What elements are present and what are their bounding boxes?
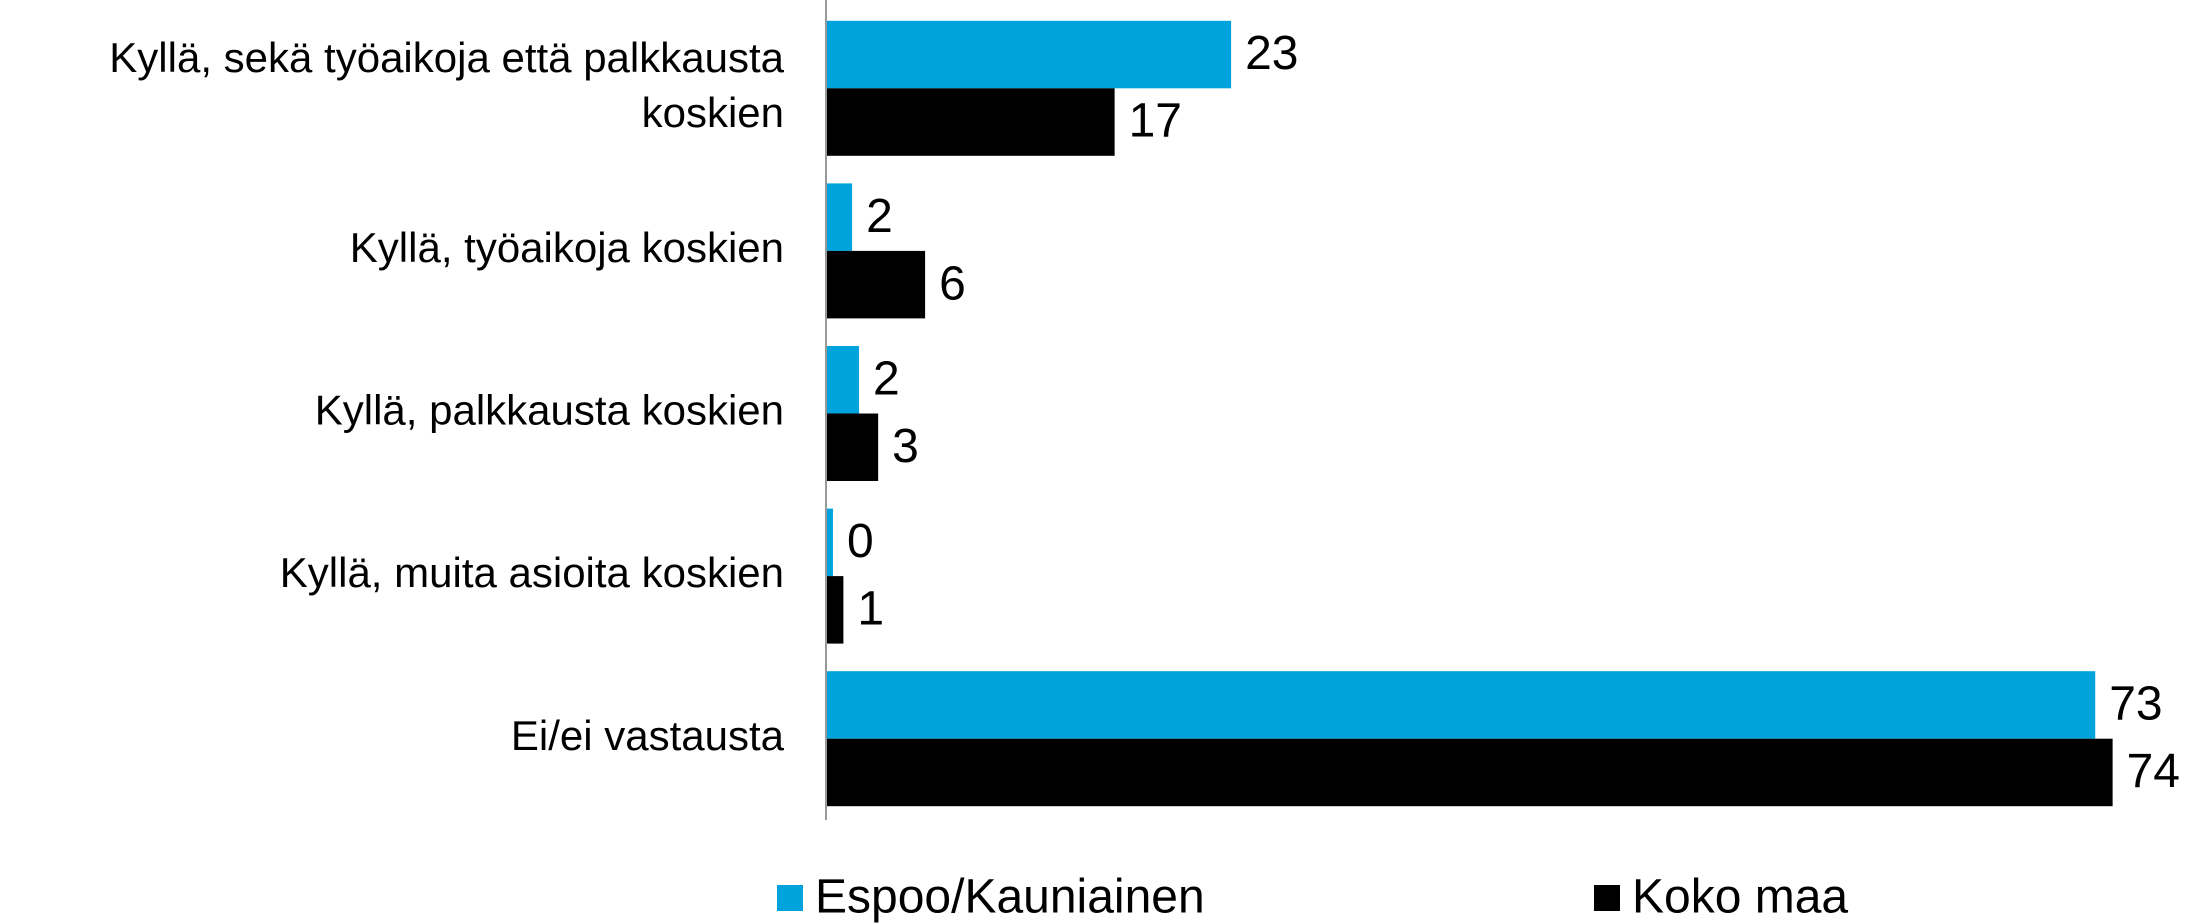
data-label: 17 <box>1129 95 1182 148</box>
y-tick-label: Kyllä, sekä työaikoja että palkkausta kos… <box>109 34 784 136</box>
bar <box>826 183 853 251</box>
data-label: 6 <box>939 257 966 310</box>
y-tick-label: Ei/ei vastausta <box>511 712 785 759</box>
data-label: 2 <box>873 352 900 405</box>
bar <box>826 576 844 644</box>
bar <box>826 250 926 319</box>
legend-swatch <box>1594 885 1620 911</box>
bar <box>826 88 1115 156</box>
y-tick-label: Kyllä, työaikoja koskien <box>350 224 784 271</box>
bar <box>826 738 2113 807</box>
data-label: 1 <box>857 583 884 636</box>
bar <box>826 508 833 577</box>
bar <box>826 413 879 481</box>
y-tick-label: Kyllä, palkkausta koskien <box>315 387 784 434</box>
data-label: 3 <box>892 420 919 473</box>
data-label: 2 <box>866 190 893 243</box>
legend-swatch <box>777 885 803 911</box>
legend-label: Espoo/Kauniainen <box>815 871 1205 924</box>
data-label: 74 <box>2127 745 2180 798</box>
legend-label: Koko maa <box>1632 871 1848 924</box>
bar <box>826 20 1232 89</box>
data-label: 23 <box>1245 27 1298 80</box>
y-tick-label: Kyllä, muita asioita koskien <box>280 549 784 596</box>
bar <box>826 346 860 414</box>
data-label: 73 <box>2109 678 2162 731</box>
bar <box>826 671 2096 739</box>
data-label: 0 <box>847 515 874 568</box>
